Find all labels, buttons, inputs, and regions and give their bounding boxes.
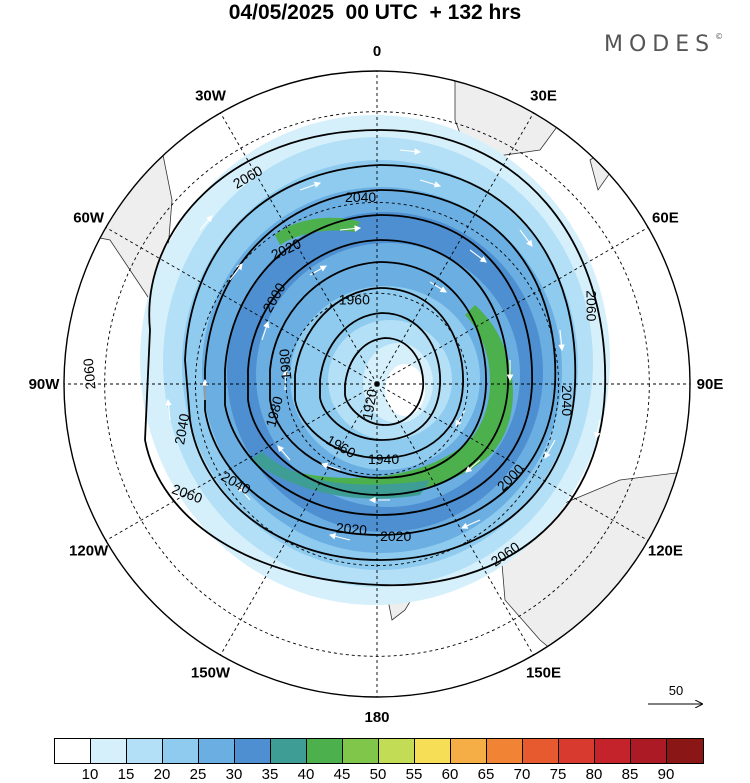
colorbar xyxy=(54,738,704,764)
colorbar-tick-label: 60 xyxy=(441,766,459,783)
colorbar-tick-label: 85 xyxy=(621,766,639,783)
colorbar-cell xyxy=(271,739,307,763)
longitude-label: 90E xyxy=(697,376,724,393)
polar-stereographic-map: 0 30E 60E 90E 120E 150E 180 150W 120W 90W 60W 30W 2… xyxy=(29,43,724,726)
colorbar-cell xyxy=(451,739,487,763)
pole-marker xyxy=(374,381,380,387)
colorbar-tick-label: 25 xyxy=(189,766,207,783)
colorbar-cell xyxy=(487,739,523,763)
colorbar-cell xyxy=(55,739,91,763)
colorbar-cell xyxy=(163,739,199,763)
colorbar-cell xyxy=(343,739,379,763)
colorbar-cell xyxy=(667,739,703,763)
colorbar-cell xyxy=(91,739,127,763)
colorbar-tick-label: 20 xyxy=(153,766,171,783)
contour-value: 1940 xyxy=(368,451,399,467)
contour-label: 2020 xyxy=(335,520,368,539)
colorbar-tick-label: 40 xyxy=(297,766,315,783)
colorbar-tick-label: 70 xyxy=(513,766,531,783)
jet-core-green xyxy=(245,305,513,493)
longitude-label: 30E xyxy=(530,88,557,105)
contour-label: 2020 xyxy=(380,528,411,544)
reference-vector-label: 50 xyxy=(668,683,684,698)
colorbar-cell xyxy=(199,739,235,763)
longitude-labels: 0 30E 60E 90E 120E 150E 180 150W 120W 90W 60W 30W xyxy=(29,43,724,726)
contour-label: 1960 xyxy=(339,291,370,307)
contour-value: 1980 xyxy=(262,394,286,428)
colorbar-cell xyxy=(235,739,271,763)
contour-value: 2040 xyxy=(171,412,192,446)
longitude-label: 120W xyxy=(69,543,109,560)
longitude-label: 150E xyxy=(526,664,561,681)
contour-value: 1980 xyxy=(276,348,295,381)
longitude-label: 60W xyxy=(73,210,105,227)
contour-label: 2060 xyxy=(80,358,99,391)
colorbar-tick-label: 45 xyxy=(333,766,351,783)
map-boundary xyxy=(63,70,691,698)
colorbar-tick-label: 30 xyxy=(225,766,243,783)
contour-label: 2040 xyxy=(559,385,575,416)
contour-label: 1980 xyxy=(276,348,295,381)
colorbar-cell xyxy=(595,739,631,763)
contour-value: 2040 xyxy=(345,189,376,205)
reference-vector-arrow xyxy=(648,682,706,712)
colorbar-tick-label: 75 xyxy=(549,766,567,783)
colorbar-tick-label: 80 xyxy=(585,766,603,783)
contour-value: 2060 xyxy=(80,358,99,391)
meridian-line xyxy=(376,227,649,385)
colorbar-tick-label: 55 xyxy=(405,766,423,783)
graticule xyxy=(64,71,690,697)
contour-label: 2040 xyxy=(171,412,192,446)
meridian-line xyxy=(220,383,378,656)
colorbar-cell xyxy=(631,739,667,763)
colorbar-tick-label: 10 xyxy=(81,766,99,783)
wind-vectors xyxy=(165,148,601,541)
longitude-label: 180 xyxy=(364,709,389,726)
meridian-line xyxy=(105,227,378,385)
meridian-line xyxy=(220,112,378,385)
colorbar-tick-label: 35 xyxy=(261,766,279,783)
contour-value: 1920 xyxy=(359,388,380,422)
longitude-label: 60E xyxy=(652,210,679,227)
colorbar-cell xyxy=(127,739,163,763)
meridian-line xyxy=(376,383,534,656)
meridian-line xyxy=(376,383,649,541)
contour-label: 1920 xyxy=(359,388,380,422)
colorbar-cell xyxy=(379,739,415,763)
brand-text: MODES xyxy=(604,32,716,57)
longitude-label: 150W xyxy=(191,664,231,681)
longitude-label: 90W xyxy=(29,376,61,393)
longitude-label: 0 xyxy=(373,43,381,60)
meridian-line xyxy=(376,112,534,385)
longitude-label: 120E xyxy=(648,543,683,560)
colorbar-tick-label: 90 xyxy=(657,766,675,783)
colorbar-tick-label: 65 xyxy=(477,766,495,783)
meridian-line xyxy=(105,383,378,541)
colorbar-cell xyxy=(415,739,451,763)
colorbar-cell xyxy=(559,739,595,763)
modes-logo: MODES© xyxy=(604,32,723,57)
brand-mark: © xyxy=(715,32,724,41)
longitude-label: 30W xyxy=(195,88,227,105)
colorbar-tick-label: 50 xyxy=(369,766,387,783)
contour-label: 2040 xyxy=(345,189,376,205)
contour-value: 1960 xyxy=(339,291,370,307)
height-contours xyxy=(144,129,606,587)
contour-label: 2060 xyxy=(584,290,600,321)
colorbar-cell xyxy=(523,739,559,763)
contour-label: 1940 xyxy=(368,451,399,467)
contour-value: 2020 xyxy=(335,520,368,539)
contour-label: 1980 xyxy=(262,394,286,428)
colorbar-tick-label: 15 xyxy=(117,766,135,783)
colorbar-cell xyxy=(307,739,343,763)
contour-value: 2060 xyxy=(584,290,600,321)
map-title: 04/05/2025 00 UTC + 132 hrs xyxy=(228,1,522,24)
contour-value: 2020 xyxy=(380,528,411,544)
contour-value: 2040 xyxy=(559,385,575,416)
